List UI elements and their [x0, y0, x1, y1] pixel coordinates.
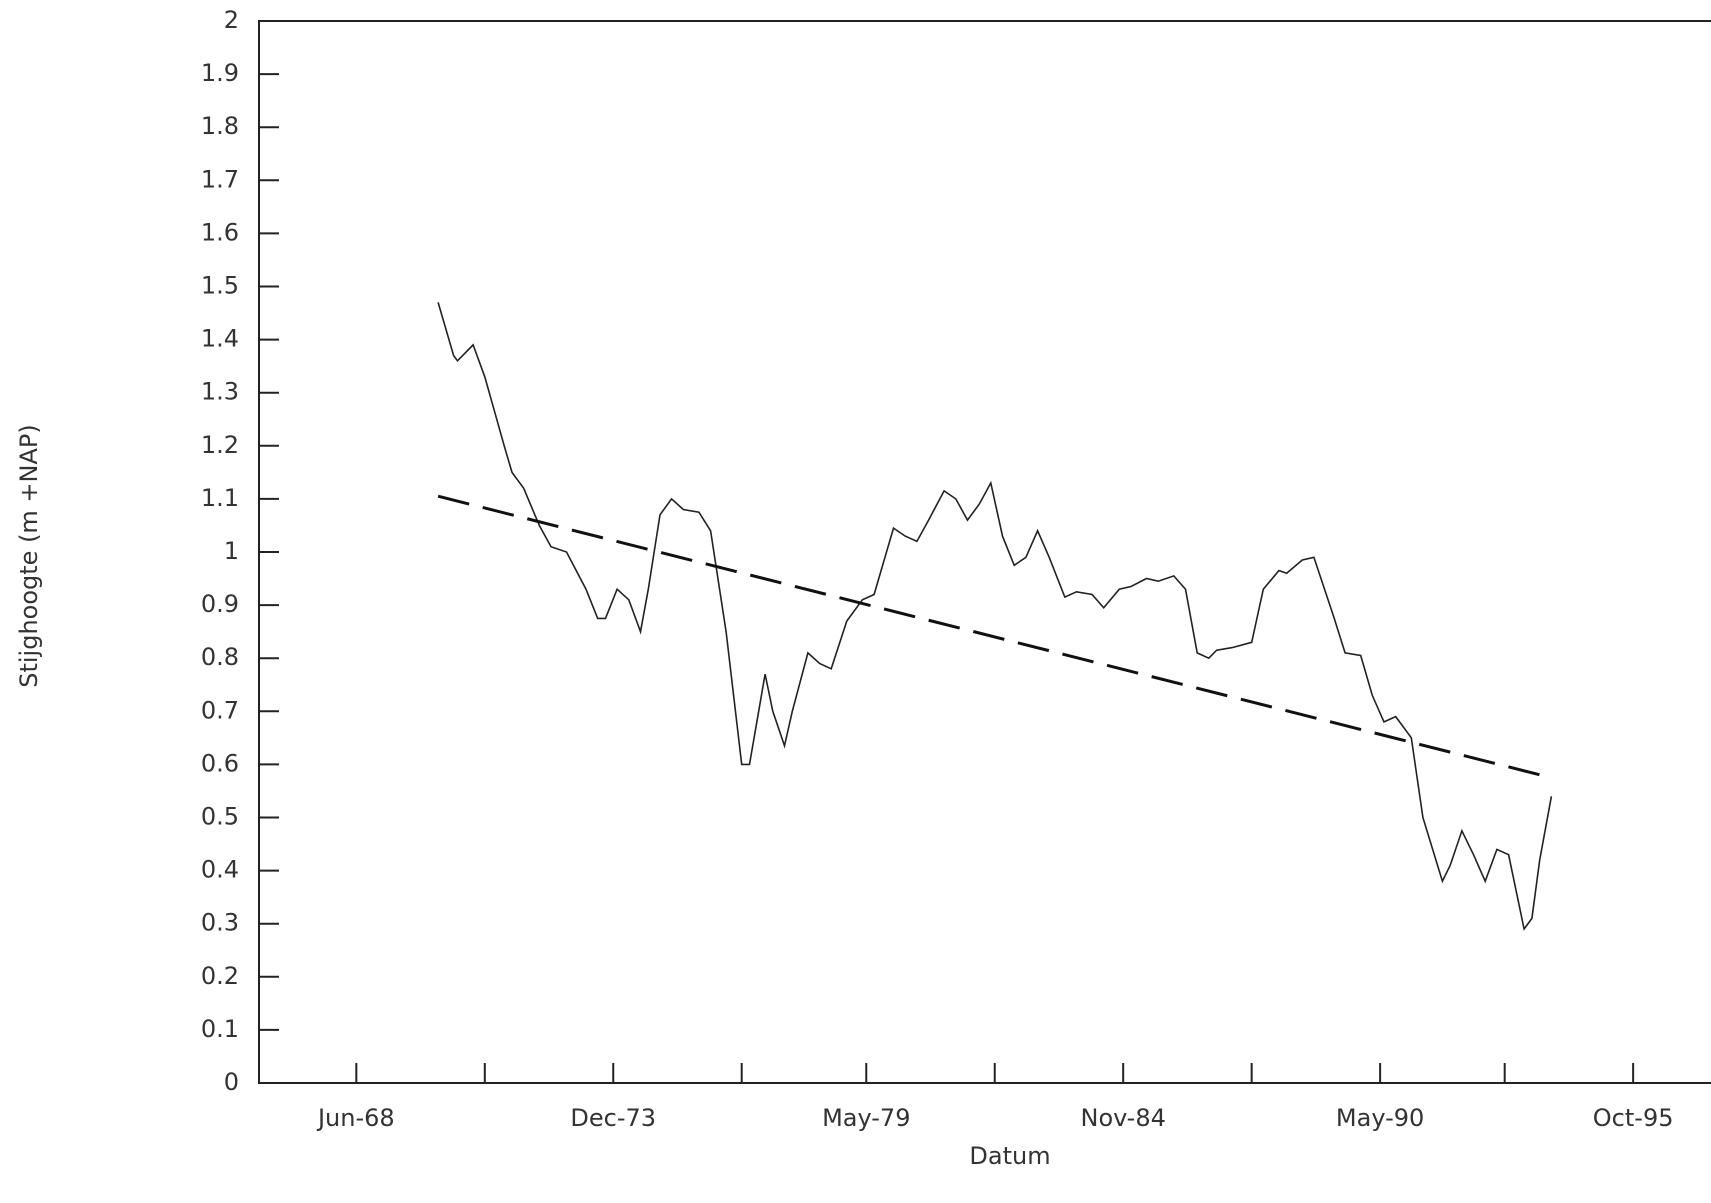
x-axis-title: Datum [969, 1142, 1050, 1170]
y-tick-label: 0.8 [201, 643, 239, 671]
x-tick-label: Dec-73 [570, 1104, 656, 1132]
x-tick-label: May-90 [1336, 1104, 1424, 1132]
y-tick-label: 0 [224, 1068, 239, 1096]
y-tick-label: 1.6 [201, 218, 239, 246]
y-axis-title: Stijghoogte (m +NAP) [15, 424, 43, 688]
y-tick-label: 1.8 [201, 112, 239, 140]
x-tick-label: May-79 [822, 1104, 910, 1132]
y-tick-label: 2 [224, 6, 239, 34]
y-tick-label: 0.3 [201, 909, 239, 937]
x-tick-label: Nov-84 [1080, 1104, 1165, 1132]
y-tick-label: 1 [224, 537, 239, 565]
y-tick-label: 0.6 [201, 749, 239, 777]
y-tick-label: 1.3 [201, 378, 239, 406]
axis-frame [258, 20, 1711, 1084]
y-tick-label: 1.9 [201, 59, 239, 87]
y-tick-label: 0.9 [201, 590, 239, 618]
y-tick-label: 1.4 [201, 325, 239, 353]
y-tick-label: 1.1 [201, 484, 239, 512]
data-line [437, 302, 1553, 931]
x-tick-label: Oct-95 [1593, 1104, 1674, 1132]
y-tick-label: 1.5 [201, 272, 239, 300]
y-tick-label: 0.1 [201, 1015, 239, 1043]
x-tick-label: Jun-68 [316, 1104, 395, 1132]
y-tick-label: 1.7 [201, 165, 239, 193]
y-tick-label: 0.2 [201, 962, 239, 990]
trend-line [437, 494, 1552, 780]
y-tick-label: 0.7 [201, 696, 239, 724]
y-tick-label: 1.2 [201, 431, 239, 459]
y-tick-label: 0.5 [201, 803, 239, 831]
y-tick-label: 0.4 [201, 856, 239, 884]
